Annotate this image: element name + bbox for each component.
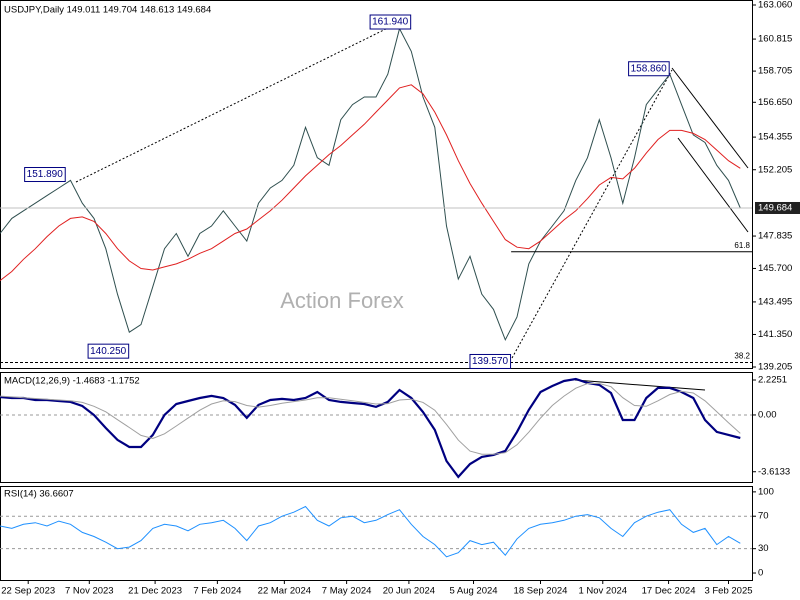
x-tick-label: 7 Nov 2023 — [65, 586, 114, 597]
macd-title: MACD(12,26,9) -1.4683 -1.1752 — [4, 376, 140, 387]
y-tick-label: 154.355 — [758, 132, 792, 143]
y-tick-label: 70 — [758, 511, 769, 522]
x-tick-label: 7 May 2024 — [322, 586, 372, 597]
x-tick-label: 22 Sep 2023 — [1, 586, 55, 597]
fib-label: 61.8 — [734, 241, 750, 250]
y-tick-label: 145.700 — [758, 263, 792, 274]
chart-title: USDJPY,Daily 149.011 149.704 148.613 149… — [4, 5, 211, 16]
y-tick-label: 163.060 — [758, 0, 792, 11]
series-line — [0, 84, 741, 281]
price-panel — [0, 0, 753, 369]
y-tick-label: 143.495 — [758, 296, 792, 307]
annotation-box — [469, 353, 512, 369]
x-tick-label: 7 Feb 2024 — [193, 586, 241, 597]
series-line — [0, 377, 741, 479]
macd-trendline — [574, 379, 706, 391]
annotation-label: 139.570 — [472, 356, 509, 367]
annotation-box — [369, 14, 412, 30]
annotation-label: 140.250 — [90, 346, 127, 357]
annotation-box — [24, 167, 66, 183]
y-tick-label: 152.205 — [758, 164, 792, 175]
y-tick-label: -3.6133 — [758, 466, 790, 477]
x-tick-label: 5 Aug 2024 — [449, 586, 497, 597]
trendline — [511, 69, 673, 359]
x-tick-label: 17 Dec 2024 — [642, 586, 696, 597]
y-tick-label: 156.650 — [758, 97, 792, 108]
x-tick-label: 18 Sep 2024 — [514, 586, 568, 597]
channel-line — [671, 67, 749, 169]
series-line — [0, 505, 741, 558]
annotation-box — [87, 343, 130, 359]
rsi-title: RSI(14) 36.6607 — [4, 489, 74, 500]
y-tick-label: 0.00 — [758, 409, 777, 420]
series-line — [0, 383, 741, 455]
y-tick-label: 139.205 — [758, 362, 792, 373]
y-tick-label: 160.815 — [758, 34, 792, 45]
x-tick-label: 21 Dec 2023 — [128, 586, 182, 597]
y-tick-label: 0 — [758, 568, 763, 579]
y-tick-label: 100 — [758, 486, 774, 497]
current-price-box — [755, 201, 800, 214]
annotation-label: 161.940 — [372, 17, 409, 28]
annotation-box — [628, 61, 670, 77]
y-tick-label: 141.350 — [758, 329, 792, 340]
annotation-label: 158.860 — [631, 63, 668, 74]
current-price-label: 149.684 — [758, 203, 792, 214]
series-line — [0, 27, 741, 342]
annotation-label: 151.890 — [27, 169, 64, 180]
x-tick-label: 20 Jun 2024 — [383, 586, 435, 597]
watermark: Action Forex — [280, 288, 404, 313]
y-tick-label: 2.2251 — [758, 375, 787, 386]
y-tick-label: 158.705 — [758, 66, 792, 77]
x-tick-label: 1 Nov 2024 — [578, 586, 627, 597]
macd-panel — [0, 372, 753, 483]
x-tick-label: 3 Feb 2025 — [704, 586, 752, 597]
x-tick-label: 22 Mar 2024 — [258, 586, 311, 597]
fib-label: 38.2 — [734, 352, 750, 361]
y-tick-label: 30 — [758, 543, 769, 554]
trendline — [75, 21, 401, 183]
y-tick-label: 147.835 — [758, 231, 792, 242]
rsi-panel — [0, 486, 753, 581]
channel-line — [677, 137, 749, 233]
